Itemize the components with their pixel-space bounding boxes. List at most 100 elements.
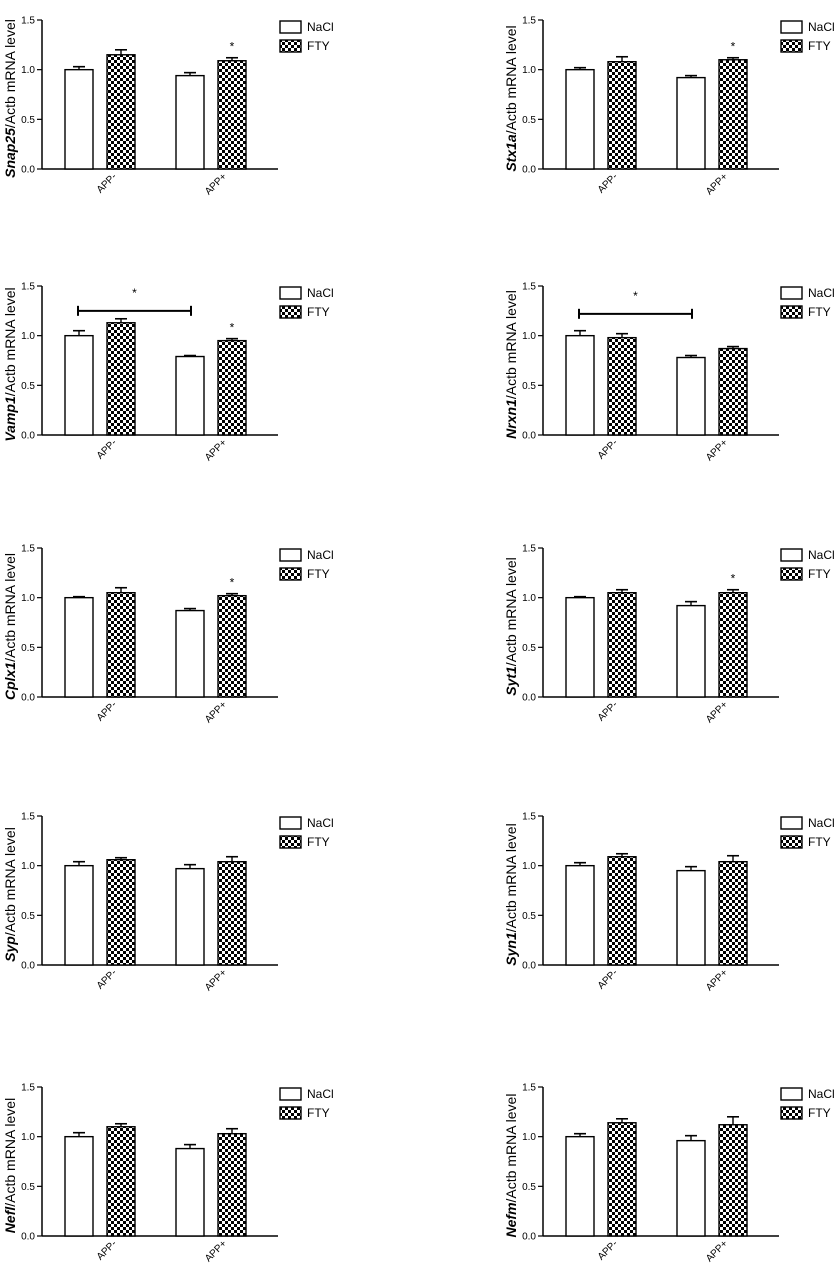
category-label: APP- — [596, 1238, 620, 1262]
y-tick-label: 1.5 — [21, 282, 35, 293]
y-tick-label: 0.5 — [21, 643, 35, 654]
bar-fty-app — [217, 339, 247, 436]
y-tick-label: 1.5 — [522, 1083, 536, 1094]
bar-nacl-app — [64, 334, 94, 436]
legend-swatch-fty — [279, 835, 302, 849]
chart-stx1a: 0.0 0.5 1.0 1.5 * APP- APP+ Stx1a/Actb mRNA lev… — [503, 16, 834, 198]
gene-name: Nefl — [2, 1206, 18, 1234]
y-tick-label: 0.0 — [21, 165, 35, 176]
y-axis-label-suffix: /Actb mRNA level — [2, 1098, 18, 1207]
y-tick-label: 1.5 — [21, 16, 35, 27]
legend-swatch-nacl — [780, 286, 803, 300]
bar-nacl-app — [64, 1135, 94, 1237]
bar-nacl-app — [175, 609, 205, 698]
bar-nacl-app — [64, 596, 94, 698]
legend-swatch-fty — [780, 835, 803, 849]
y-axis-label: Snap25/Actb mRNA level — [2, 19, 18, 178]
y-axis-label-suffix: /Actb mRNA level — [503, 1094, 519, 1203]
legend-label-nacl: NaCl — [307, 548, 334, 562]
bar-fty-app — [106, 592, 136, 698]
bar-fty-app — [607, 856, 637, 966]
chart-cplx1: 0.0 0.5 1.0 1.5 * APP- APP+ Cplx1/Actb mRNA lev… — [2, 544, 334, 726]
y-tick-label: 0.0 — [522, 961, 536, 972]
bar-nacl-app — [676, 869, 706, 966]
y-tick-label: 0.0 — [522, 165, 536, 176]
y-axis-label: Nefm/Actb mRNA level — [503, 1094, 519, 1238]
y-tick-label: 1.0 — [21, 65, 35, 76]
bar-fty-app — [718, 860, 748, 966]
bar-fty-app — [718, 1124, 748, 1237]
bar-nacl-app — [676, 1139, 706, 1237]
legend-swatch-fty — [780, 567, 803, 581]
legend-swatch-fty — [279, 39, 302, 53]
gene-name: Stx1a — [503, 134, 519, 172]
category-label: APP- — [596, 171, 620, 195]
gene-name: Vamp1 — [2, 396, 18, 442]
bar-nacl-app — [175, 355, 205, 436]
legend-label-fty: FTY — [307, 567, 330, 581]
legend-swatch-nacl — [279, 20, 302, 34]
y-tick-label: 0.5 — [522, 381, 536, 392]
y-tick-label: 0.0 — [522, 693, 536, 704]
gene-name: Syp — [2, 936, 18, 962]
legend-label-nacl: NaCl — [808, 816, 834, 830]
bracket-star: * — [132, 286, 137, 300]
y-tick-label: 0.5 — [522, 1182, 536, 1193]
significance-star: * — [731, 40, 736, 54]
y-axis-label: Stx1a/Actb mRNA level — [503, 25, 519, 171]
legend-label-nacl: NaCl — [307, 816, 334, 830]
bracket-star: * — [633, 289, 638, 303]
legend-swatch-fty — [279, 567, 302, 581]
bar-nacl-app — [175, 74, 205, 170]
chart-syp: 0.0 0.5 1.0 1.5 APP- APP+ Syp/Actb mRNA level N… — [2, 812, 334, 994]
y-tick-label: 1.0 — [522, 593, 536, 604]
category-label: APP- — [95, 1238, 119, 1262]
y-tick-label: 1.5 — [522, 544, 536, 555]
category-label: APP- — [95, 967, 119, 991]
legend-swatch-fty — [780, 1106, 803, 1120]
bar-fty-app — [718, 59, 748, 170]
y-axis-label: Syp/Actb mRNA level — [2, 827, 18, 962]
bar-fty-app — [718, 347, 748, 436]
y-axis-label-suffix: /Actb mRNA level — [2, 553, 18, 662]
y-tick-label: 0.5 — [522, 911, 536, 922]
category-label: APP- — [95, 437, 119, 461]
bar-fty-app — [106, 859, 136, 966]
category-label: APP+ — [704, 967, 730, 993]
bar-fty-app — [607, 61, 637, 170]
y-tick-label: 0.0 — [21, 961, 35, 972]
legend-label-nacl: NaCl — [808, 20, 834, 34]
y-axis-label-suffix: /Actb mRNA level — [2, 287, 18, 396]
gene-name: Cplx1 — [2, 662, 18, 700]
y-tick-label: 1.5 — [21, 812, 35, 823]
y-axis-label: Syn1/Actb mRNA level — [503, 823, 519, 965]
category-label: APP+ — [203, 171, 229, 197]
category-label: APP- — [596, 967, 620, 991]
y-axis-label-suffix: /Actb mRNA level — [503, 290, 519, 399]
legend-swatch-nacl — [279, 1087, 302, 1101]
significance-star: * — [230, 576, 235, 590]
gene-name: Nrxn1 — [503, 399, 519, 439]
legend-label-nacl: NaCl — [307, 286, 334, 300]
legend-label-fty: FTY — [808, 305, 831, 319]
bar-nacl-app — [676, 604, 706, 698]
y-tick-label: 1.5 — [522, 282, 536, 293]
legend-swatch-fty — [780, 305, 803, 319]
bar-nacl-app — [676, 356, 706, 436]
legend-swatch-nacl — [279, 816, 302, 830]
legend-swatch-nacl — [279, 548, 302, 562]
y-tick-label: 0.5 — [21, 911, 35, 922]
bar-nacl-app — [64, 68, 94, 170]
legend-label-fty: FTY — [307, 305, 330, 319]
y-tick-label: 1.0 — [21, 1132, 35, 1143]
y-tick-label: 0.0 — [21, 1232, 35, 1243]
bar-nacl-app — [565, 596, 595, 698]
y-axis-label-suffix: /Actb mRNA level — [503, 25, 519, 134]
legend-label-fty: FTY — [808, 835, 831, 849]
category-label: APP+ — [203, 437, 229, 463]
bar-nacl-app — [175, 867, 205, 966]
y-tick-label: 0.0 — [522, 431, 536, 442]
y-tick-label: 1.0 — [522, 1132, 536, 1143]
y-tick-label: 1.5 — [21, 1083, 35, 1094]
y-tick-label: 0.0 — [21, 431, 35, 442]
